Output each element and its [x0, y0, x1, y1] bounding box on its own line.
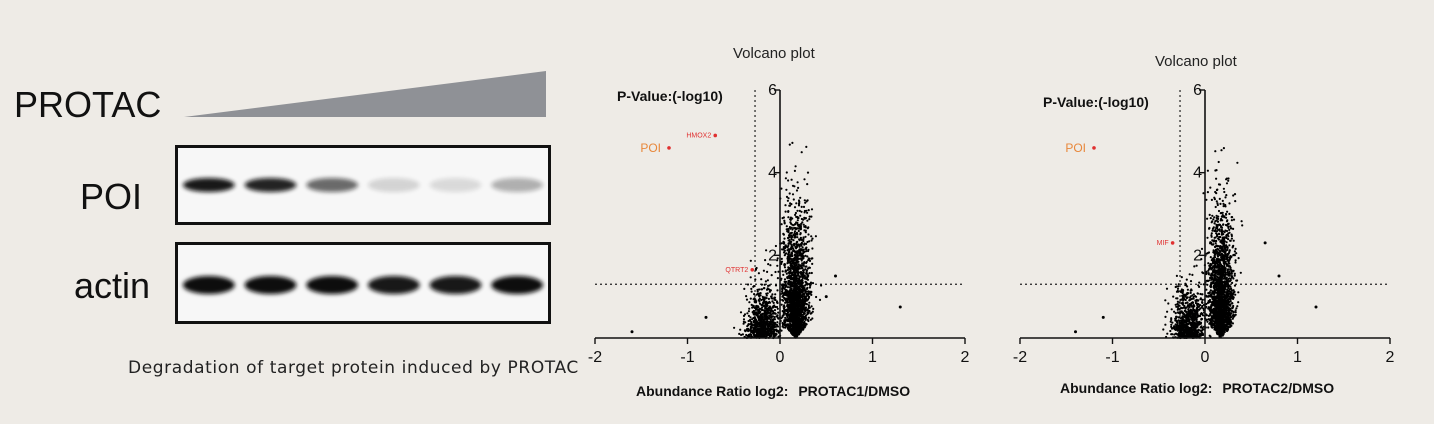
volcano1-xtick-label: -1 — [680, 349, 694, 366]
volcano1-highlight-point — [713, 133, 718, 138]
volcano1-highlight-label: POI — [640, 141, 661, 155]
volcano1-xtick-label: 0 — [776, 349, 785, 366]
volcano2-xlabel: Abundance Ratio log2: PROTAC2/DMSO — [1060, 380, 1334, 396]
volcano2-ytick-label: 2 — [1193, 247, 1202, 264]
volcano2-xtick-label: 2 — [1386, 349, 1395, 366]
poi-blot-panel — [175, 145, 551, 225]
volcano2-points — [1074, 147, 1318, 340]
volcano2-plot: -2 -1 0 1 2 2 4 6 POI MIF — [1013, 82, 1395, 366]
actin-band-3 — [306, 276, 359, 294]
volcano2-highlight-point — [1170, 241, 1175, 245]
volcano2-xtick-label: 1 — [1293, 349, 1302, 366]
volcano1-xlabel-ratio: PROTAC1/DMSO — [798, 383, 911, 399]
poi-row-label: POI — [80, 176, 143, 217]
volcano1-highlight-point — [667, 146, 671, 150]
blot-caption: Degradation of target protein induced by… — [128, 358, 579, 378]
volcano1-ytick-label: 2 — [768, 247, 777, 264]
volcano2-ytick-label: 6 — [1193, 82, 1202, 99]
poi-band-1 — [182, 178, 235, 192]
volcano2-xlabel-prefix: Abundance Ratio log2: — [1060, 380, 1213, 396]
poi-band-6 — [491, 178, 544, 192]
volcano2-highlight-label: POI — [1065, 141, 1086, 155]
volcano1-xlabel: Abundance Ratio log2: PROTAC1/DMSO — [636, 383, 910, 399]
volcano1-xtick-label: 2 — [961, 349, 970, 366]
volcano1-points — [630, 141, 902, 340]
volcano1-ytick-label: 6 — [768, 82, 777, 99]
volcano1-xtick-label: -2 — [588, 349, 602, 366]
volcano1-highlight-label: HMOX2 — [686, 132, 711, 139]
volcano2-xtick-label: -1 — [1105, 349, 1119, 366]
volcano2-xtick-label: 0 — [1201, 349, 1210, 366]
poi-band-5 — [429, 178, 482, 192]
actin-band-2 — [244, 276, 297, 294]
volcano2-xlabel-ratio: PROTAC2/DMSO — [1222, 380, 1335, 396]
volcano1-highlight-label: QTRT2 — [725, 267, 748, 274]
actin-band-6 — [491, 276, 544, 294]
volcano2-ylabel: P-Value:(-log10) — [1043, 94, 1149, 110]
actin-row-label: actin — [74, 265, 151, 306]
actin-band-1 — [182, 276, 235, 294]
volcano1-highlight-point — [750, 268, 755, 272]
poi-band-2 — [244, 178, 297, 192]
volcano2-xtick-label: -2 — [1013, 349, 1027, 366]
volcano2-highlight-label: MIF — [1157, 240, 1169, 247]
volcano1-ylabel: P-Value:(-log10) — [617, 88, 723, 104]
actin-band-4 — [367, 276, 420, 294]
protac-label: PROTAC — [14, 84, 162, 125]
protac-gradient-wedge — [184, 71, 546, 117]
poi-band-3 — [306, 178, 359, 192]
volcano2-ytick-label: 4 — [1193, 165, 1202, 182]
volcano1-xlabel-prefix: Abundance Ratio log2: — [636, 383, 789, 399]
volcano1-title: Volcano plot — [733, 45, 815, 62]
poi-band-4 — [367, 178, 420, 192]
volcano2-title: Volcano plot — [1155, 53, 1237, 70]
volcano1-plot: -2 -1 0 1 2 2 4 6 POI HMOX2 QTRT2 — [588, 82, 970, 366]
actin-band-5 — [429, 276, 482, 294]
volcano1-xtick-label: 1 — [868, 349, 877, 366]
volcano1-ytick-label: 4 — [768, 165, 777, 182]
volcano2-highlight-point — [1092, 146, 1096, 150]
actin-blot-panel — [175, 242, 551, 324]
